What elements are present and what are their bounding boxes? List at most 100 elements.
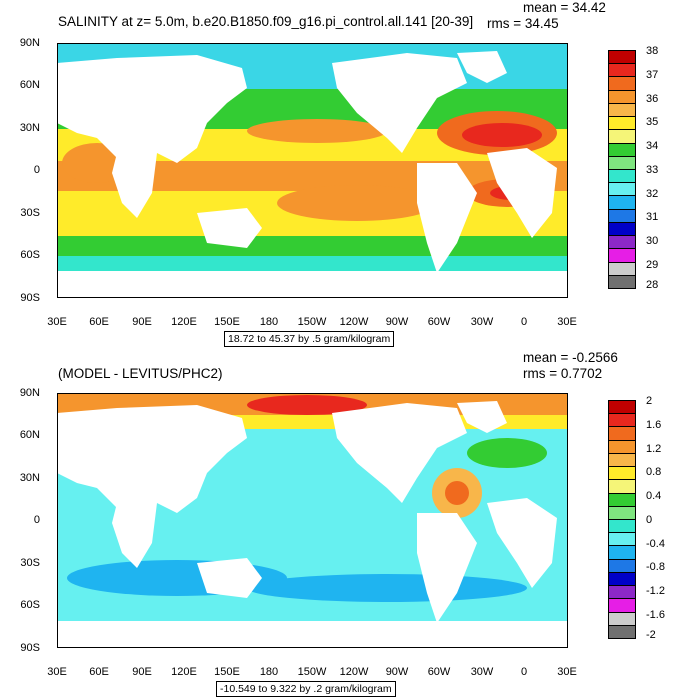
lon-label: 90E bbox=[132, 316, 152, 328]
colorbar-label: 33 bbox=[646, 164, 659, 176]
southern-pacific-negative bbox=[247, 574, 527, 602]
lat-label: 60S bbox=[20, 599, 40, 611]
south-america-land bbox=[417, 163, 477, 273]
eurasia-land bbox=[57, 405, 247, 513]
antarctic-band bbox=[57, 256, 568, 271]
africa-land bbox=[487, 148, 557, 238]
colorbar-swatch bbox=[608, 558, 636, 573]
colorbar-swatch bbox=[608, 142, 636, 157]
gulf-stream-core bbox=[445, 481, 469, 505]
panel-title: SALINITY at z= 5.0m, b.e20.B1850.f09_g16… bbox=[58, 14, 474, 29]
lat-label: 90N bbox=[19, 37, 40, 49]
rms-value: rms = 34.45 bbox=[487, 16, 559, 31]
lon-label: 120E bbox=[171, 316, 197, 328]
colorbar-swatch bbox=[608, 439, 636, 454]
lon-label: 150W bbox=[297, 316, 327, 328]
colorbar-swatch bbox=[608, 102, 636, 118]
colorbar-label: 30 bbox=[646, 235, 659, 247]
colorbar-label: 38 bbox=[646, 45, 659, 57]
colorbar-label: -0.4 bbox=[646, 538, 665, 550]
lat-label: 90N bbox=[19, 387, 40, 399]
lon-label: 120W bbox=[339, 316, 369, 328]
australia-land bbox=[197, 558, 262, 598]
difference-map bbox=[57, 393, 568, 648]
lon-label: 150E bbox=[214, 316, 240, 328]
lon-label: 30E bbox=[47, 666, 67, 678]
colorbar-swatch bbox=[608, 129, 636, 144]
africa-east-land bbox=[112, 503, 157, 568]
colorbar-label: 1.2 bbox=[646, 443, 662, 455]
lon-label: 90W bbox=[385, 666, 409, 678]
contour-range-label: -10.549 to 9.322 by .2 gram/kilogram bbox=[216, 681, 396, 697]
colorbar-swatch bbox=[608, 519, 636, 534]
lat-label: 90S bbox=[20, 642, 40, 654]
colorbar-label: 0.8 bbox=[646, 466, 662, 478]
lon-label: 0 bbox=[520, 316, 528, 328]
colorbar-label: -2 bbox=[646, 629, 656, 641]
colorbar-swatch bbox=[608, 400, 636, 415]
colorbar-swatch bbox=[608, 195, 636, 210]
lon-label: 60W bbox=[427, 316, 451, 328]
colorbar-label: 0 bbox=[646, 514, 653, 526]
rms-value: rms = 0.7702 bbox=[523, 366, 603, 381]
contour-range-label: 18.72 to 45.37 by .5 gram/kilogram bbox=[224, 331, 395, 347]
colorbar-swatch bbox=[608, 585, 636, 600]
colorbar-swatch bbox=[608, 505, 636, 520]
lon-label: 30E bbox=[557, 666, 577, 678]
colorbar-swatch bbox=[608, 248, 636, 263]
lon-label: 60E bbox=[89, 316, 109, 328]
colorbar-swatch bbox=[608, 545, 636, 560]
lon-label: 180 bbox=[259, 316, 279, 328]
salinity-panel: SALINITY at z= 5.0m, b.e20.B1850.f09_g16… bbox=[19, 0, 659, 347]
colorbar-swatch bbox=[608, 169, 636, 184]
colorbar-label: -1.6 bbox=[646, 609, 665, 621]
colorbar-label: 0.4 bbox=[646, 490, 662, 502]
south-america-land bbox=[417, 513, 477, 623]
colorbar-swatch bbox=[608, 76, 636, 91]
lat-label: 30S bbox=[20, 207, 40, 219]
lon-label: 30W bbox=[470, 316, 494, 328]
greenland-land bbox=[457, 51, 507, 83]
colorbar-label: -1.2 bbox=[646, 585, 665, 597]
colorbar-swatch bbox=[608, 598, 636, 613]
lon-label: 60W bbox=[427, 666, 451, 678]
eurasia-land bbox=[57, 55, 247, 163]
colorbar-label: 28 bbox=[646, 279, 659, 291]
lat-label: 0 bbox=[33, 164, 40, 176]
lon-label: 150W bbox=[297, 666, 327, 678]
lon-label: 30W bbox=[470, 666, 494, 678]
difference-panel: (MODEL - LEVITUS/PHC2) mean = -0.2566 rm… bbox=[0, 350, 700, 700]
lon-label: 180 bbox=[259, 666, 279, 678]
greenland-land bbox=[457, 401, 507, 433]
panel-title: (MODEL - LEVITUS/PHC2) bbox=[58, 366, 223, 381]
map-frame bbox=[57, 43, 568, 298]
africa-east-land bbox=[112, 153, 157, 218]
lat-label: 0 bbox=[33, 514, 40, 526]
colorbar-swatch bbox=[608, 221, 636, 237]
lon-label: 30E bbox=[47, 316, 67, 328]
colorbar-swatch bbox=[608, 532, 636, 547]
lon-label: 90E bbox=[132, 666, 152, 678]
north-atlantic-core bbox=[462, 123, 542, 147]
lon-label: 120E bbox=[171, 666, 197, 678]
lat-label: 60S bbox=[20, 249, 40, 261]
north-america-land bbox=[332, 403, 467, 503]
lat-label: 90S bbox=[20, 292, 40, 304]
colorbar-swatch bbox=[608, 611, 636, 626]
colorbar-swatch bbox=[608, 63, 636, 78]
colorbar-label: 32 bbox=[646, 188, 659, 200]
mean-value: mean = -0.2566 bbox=[523, 350, 618, 365]
colorbar-swatch bbox=[608, 274, 636, 289]
lat-label: 30N bbox=[19, 122, 40, 134]
lat-label: 30N bbox=[19, 472, 40, 484]
africa-land bbox=[487, 498, 557, 588]
colorbar-swatch bbox=[608, 452, 636, 468]
north-pacific-salty bbox=[247, 119, 387, 143]
australia-land bbox=[197, 208, 262, 248]
lon-label: 150E bbox=[214, 666, 240, 678]
southern-ocean-band bbox=[57, 236, 568, 256]
colorbar-swatch bbox=[608, 182, 636, 197]
colorbar-swatch bbox=[608, 413, 636, 428]
mean-value: mean = 34.42 bbox=[523, 0, 606, 15]
north-atlantic-green bbox=[467, 438, 547, 468]
